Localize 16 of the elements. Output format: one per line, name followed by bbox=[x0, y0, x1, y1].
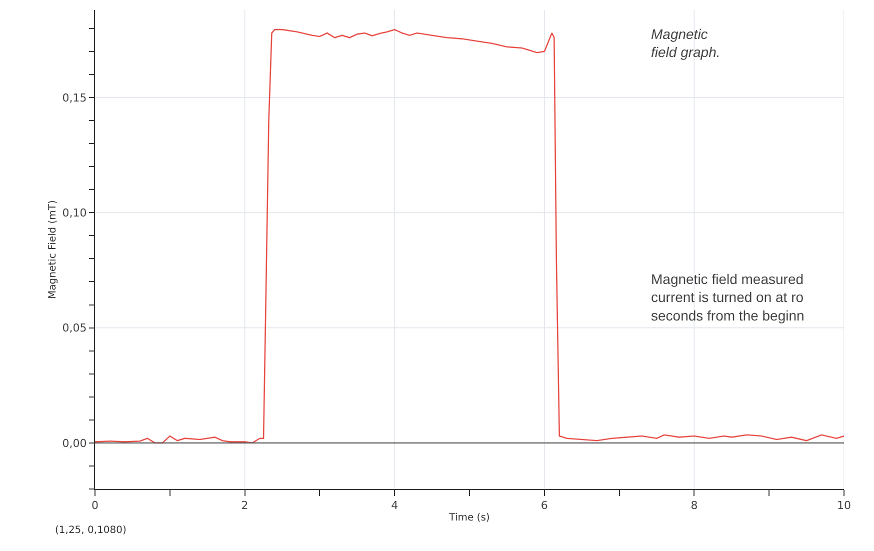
y-tick-label: 0,00 bbox=[62, 436, 87, 450]
x-tick-label: 2 bbox=[241, 499, 248, 512]
annotation: Magnetic field measured current is turned on at ro seconds from the beginn bbox=[651, 271, 804, 324]
x-tick-label: 4 bbox=[391, 499, 398, 512]
x-tick-label: 6 bbox=[540, 499, 548, 512]
x-tick-label: 8 bbox=[690, 499, 698, 512]
annotation: Magnetic field graph. bbox=[651, 26, 720, 60]
y-axis-title: Magnetic Field (mT) bbox=[47, 200, 58, 299]
y-tick-label: 0,10 bbox=[62, 206, 87, 220]
y-tick-label: 0,05 bbox=[62, 322, 87, 335]
y-tick-label: 0,15 bbox=[62, 91, 87, 104]
text: (1,25, 0,1080) bbox=[55, 525, 127, 536]
line-series bbox=[95, 28, 844, 444]
x-axis-title: Time (s) bbox=[448, 512, 490, 524]
x-tick-label: 0 bbox=[92, 499, 98, 512]
x-tick-label: 10 bbox=[837, 499, 851, 512]
